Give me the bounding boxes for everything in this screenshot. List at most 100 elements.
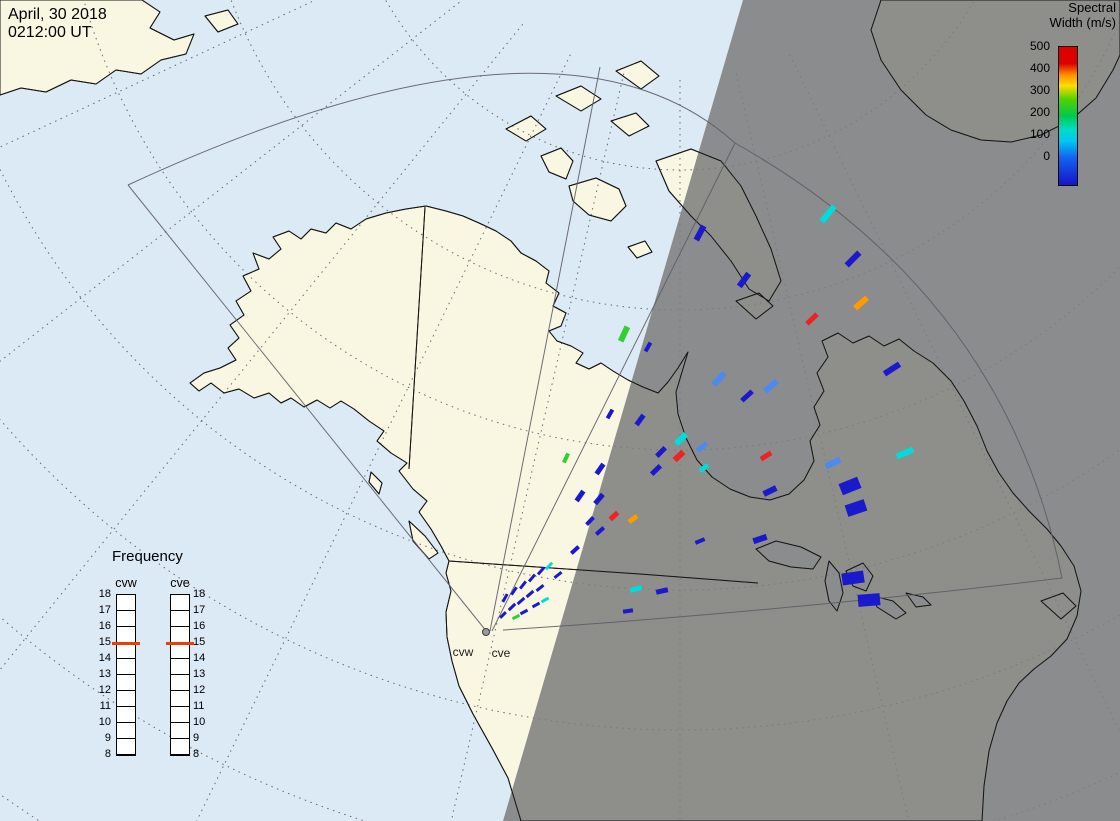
echo-tile (499, 611, 507, 619)
frequency-tick-label: 11 (99, 700, 111, 712)
date-label: April, 30 2018 (8, 6, 107, 23)
echo-tile (857, 593, 881, 607)
echo-tile (617, 325, 631, 343)
echo-tile (759, 450, 773, 462)
frequency-tick-label: 16 (193, 620, 206, 632)
radar-site-label-cve: cve (492, 646, 511, 660)
echo-tile (695, 441, 709, 453)
frequency-cell (171, 707, 189, 723)
frequency-tick-label: 13 (98, 668, 111, 680)
echo-tile (673, 431, 689, 447)
echo-tile (594, 462, 606, 476)
spectral-width-legend: Spectral Width (m/s) 500 400 300 200 100 0 (1000, 0, 1120, 210)
frequency-cell (117, 659, 135, 675)
frequency-tick-label: 10 (193, 716, 206, 728)
echo-tile (527, 573, 537, 583)
frequency-tick-label: 12 (193, 684, 206, 696)
echo-tile (569, 545, 581, 555)
frequency-legend: Frequency cvw 18 17 16 15 14 13 12 11 10 9 8 cve 1… (88, 548, 238, 788)
frequency-tick-label: 8 (193, 748, 200, 760)
echo-tile (841, 570, 865, 586)
frequency-cell (171, 675, 189, 691)
echo-tile (693, 224, 707, 242)
colorbar-tick-label: 0 (1043, 149, 1050, 163)
echo-tile (649, 464, 663, 476)
echo-tile (516, 596, 526, 606)
frequency-tick-label: 16 (98, 620, 111, 632)
echo-tile (643, 341, 653, 353)
echo-tile (510, 586, 518, 596)
radar-site-label-cvw: cvw (453, 645, 474, 659)
frequency-scale-cve: cve 18 17 16 15 14 13 12 11 10 9 8 (166, 576, 205, 760)
echo-tile (655, 445, 667, 459)
colorbar-title-line1: Spectral (1068, 0, 1116, 15)
frequency-tick-label: 18 (193, 588, 206, 600)
echo-tile (634, 413, 646, 427)
frequency-cell (171, 691, 189, 707)
frequency-tick-labels: 18 17 16 15 14 13 12 11 10 9 8 (170, 588, 205, 760)
frequency-tick-label: 17 (193, 604, 206, 616)
echo-tile (694, 537, 706, 545)
echo-tile (622, 608, 634, 614)
echo-tile (519, 580, 527, 590)
echo-tile (594, 526, 606, 536)
frequency-marker (112, 642, 140, 645)
frequency-cell (117, 691, 135, 707)
echo-tile (553, 571, 563, 579)
echo-tile (736, 271, 752, 289)
frequency-scale-label: cvw (115, 576, 137, 590)
frequency-tick-label: 9 (193, 732, 200, 744)
frequency-tick-label: 11 (193, 700, 205, 712)
echo-tile (698, 462, 710, 474)
echo-tile (536, 566, 546, 576)
frequency-tick-label: 8 (104, 748, 111, 760)
frequency-cell (171, 659, 189, 675)
night-terminator-overlay (503, 0, 1120, 821)
echo-tile (535, 583, 545, 593)
echo-tile (762, 485, 778, 497)
echo-tile (585, 515, 595, 527)
frequency-tick-label: 14 (98, 652, 111, 664)
colorbar-gradient (1058, 46, 1078, 186)
frequency-cell (117, 723, 135, 739)
frequency-cell (171, 739, 189, 755)
echo-tile (511, 613, 521, 621)
frequency-marker (166, 642, 194, 645)
radar-echo-layer (499, 204, 915, 621)
echo-tile (562, 452, 570, 464)
echo-tile (740, 389, 754, 403)
echo-tile (605, 408, 615, 420)
echo-tile (525, 589, 535, 599)
frequency-cell (117, 643, 135, 659)
frequency-cell (117, 595, 135, 611)
echo-tile (531, 601, 541, 609)
echo-tile (711, 371, 727, 387)
echo-tile (608, 510, 620, 522)
frequency-cell (171, 611, 189, 627)
echo-tile (501, 593, 509, 603)
frequency-cell (171, 595, 189, 611)
echo-tile (544, 561, 554, 571)
timestamp: April, 30 2018 0212:00 UT (8, 6, 107, 42)
echo-tile (519, 608, 529, 616)
colorbar-tick-label: 200 (1029, 105, 1050, 119)
frequency-tick-label: 15 (193, 636, 206, 648)
frequency-tick-label: 18 (98, 588, 111, 600)
echo-tile (844, 499, 868, 517)
echo-tile (844, 250, 862, 268)
echo-tile (882, 361, 902, 377)
echo-tile (824, 456, 842, 470)
time-label: 0212:00 UT (8, 24, 92, 41)
colorbar-tick-label: 500 (1029, 39, 1050, 53)
echo-tile (752, 533, 768, 545)
echo-tile (805, 312, 819, 326)
echo-tile (593, 492, 605, 506)
colorbar-tick-label: 300 (1029, 83, 1050, 97)
colorbar-title-line2: Width (m/s) (1049, 15, 1116, 30)
echo-tile (574, 489, 586, 503)
echo-tile (629, 584, 643, 594)
echo-tile (838, 476, 862, 496)
echo-tile (895, 446, 915, 460)
frequency-cell (117, 611, 135, 627)
frequency-scale-label: cve (170, 576, 190, 590)
